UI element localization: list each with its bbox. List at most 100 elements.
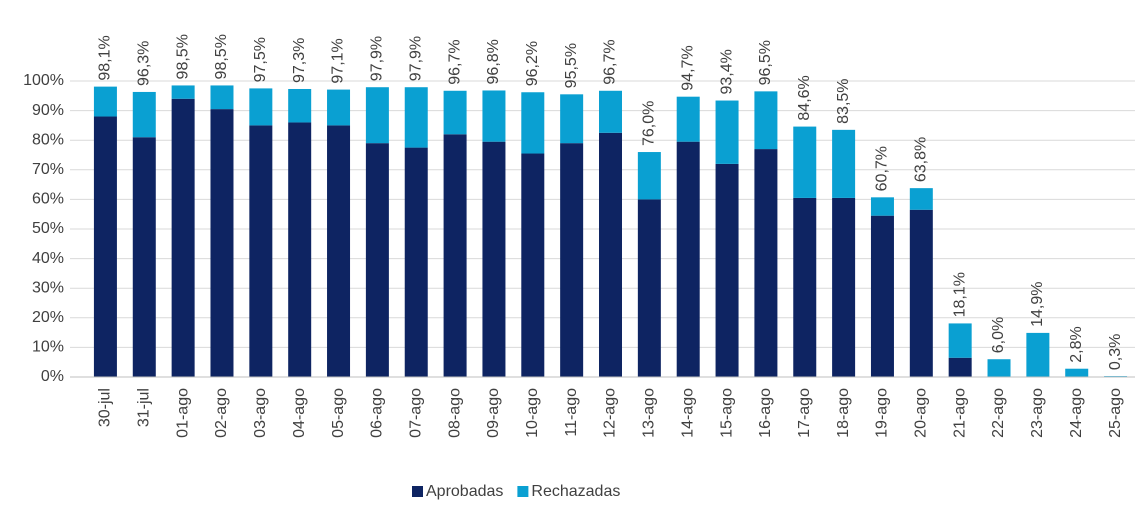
total-label: 97,1% — [330, 38, 347, 83]
x-tick-label: 24-ago — [1068, 388, 1085, 438]
bar-segment — [987, 359, 1011, 377]
total-label: 2,8% — [1068, 326, 1085, 362]
bar-segment — [793, 197, 817, 377]
bar-segment — [715, 163, 739, 377]
bar-segment — [948, 323, 972, 358]
total-label: 6,0% — [990, 317, 1007, 353]
bar-segment — [793, 126, 817, 198]
y-tick-label: 20% — [32, 309, 64, 326]
y-tick-label: 40% — [32, 250, 64, 267]
x-tick-label: 12-ago — [602, 388, 619, 438]
y-tick-label: 70% — [32, 161, 64, 178]
bar-segment — [599, 132, 622, 377]
bar-segment — [909, 209, 933, 377]
total-label: 18,1% — [951, 272, 968, 317]
bar-segment — [404, 87, 428, 148]
total-label: 96,2% — [524, 41, 541, 86]
bar-segment — [832, 197, 856, 377]
bar-segment — [1026, 332, 1050, 377]
x-tick-label: 10-ago — [524, 388, 541, 438]
bar-segment — [443, 90, 467, 135]
legend-swatch — [412, 486, 423, 497]
bar-segment — [560, 94, 584, 144]
bar-segment — [754, 91, 778, 150]
x-tick-label: 18-ago — [835, 388, 852, 438]
bar-segment — [832, 129, 856, 198]
x-tick-label: 22-ago — [990, 388, 1007, 438]
bar-segment — [288, 88, 312, 123]
bar-segment — [870, 197, 894, 216]
legend-label: Aprobadas — [426, 483, 503, 500]
x-tick-label: 31-jul — [135, 388, 152, 427]
total-label: 96,7% — [602, 39, 619, 84]
bar-segment — [210, 109, 234, 378]
x-tick-label: 23-ago — [1029, 388, 1046, 438]
total-label: 98,5% — [174, 34, 191, 79]
bar-segment — [715, 100, 739, 164]
bar-segment — [132, 137, 156, 377]
bar-segment — [521, 92, 545, 154]
bar-segment — [560, 143, 584, 377]
total-label: 96,8% — [485, 39, 502, 84]
x-tick-label: 19-ago — [874, 388, 891, 438]
total-label: 97,9% — [407, 36, 424, 81]
total-label: 84,6% — [796, 75, 813, 120]
x-tick-label: 25-ago — [1107, 388, 1124, 438]
total-label: 83,5% — [835, 78, 852, 123]
bar-segment — [482, 141, 506, 377]
x-tick-label: 13-ago — [641, 388, 658, 438]
bar-segment — [482, 90, 506, 142]
x-tick-label: 03-ago — [252, 388, 269, 438]
bar-segment — [249, 125, 273, 378]
y-tick-label: 10% — [32, 339, 64, 356]
bar-segment — [171, 98, 195, 377]
x-tick-label: 14-ago — [679, 388, 696, 438]
bar-segment — [404, 147, 428, 377]
x-tick-label: 05-ago — [330, 388, 347, 438]
y-tick-label: 80% — [32, 131, 64, 148]
total-label: 96,7% — [446, 39, 463, 84]
x-tick-label: 20-ago — [913, 388, 930, 438]
bar-segment — [365, 87, 389, 144]
bar-segment — [93, 86, 117, 117]
bar-segment — [93, 116, 117, 378]
total-label: 98,1% — [97, 35, 114, 80]
bar-segment — [249, 88, 273, 126]
bar-segment — [327, 89, 351, 126]
x-tick-label: 30-jul — [97, 388, 114, 427]
total-label: 98,5% — [213, 34, 230, 79]
x-tick-label: 09-ago — [485, 388, 502, 438]
total-label: 96,5% — [757, 40, 774, 85]
total-label: 14,9% — [1029, 282, 1046, 327]
total-label: 0,3% — [1107, 334, 1124, 370]
bar-segment — [599, 90, 622, 133]
total-label: 76,0% — [641, 101, 658, 146]
legend-swatch — [517, 486, 529, 497]
y-tick-label: 0% — [41, 368, 64, 385]
bar-segment — [909, 188, 933, 210]
legend-label: Rechazadas — [531, 483, 620, 500]
bar-segment — [365, 143, 389, 377]
bar-segment — [132, 91, 156, 138]
total-label: 94,7% — [679, 45, 696, 90]
y-tick-label: 60% — [32, 191, 64, 208]
bar-segment — [676, 141, 700, 377]
bar-segment — [637, 152, 661, 200]
total-label: 60,7% — [874, 146, 891, 191]
total-label: 97,3% — [291, 38, 308, 83]
x-tick-label: 11-ago — [563, 388, 580, 437]
total-label: 93,4% — [718, 49, 735, 94]
bar-segment — [948, 357, 972, 377]
bar-segment — [443, 134, 467, 377]
bar-segment — [637, 199, 661, 377]
bar-segment — [288, 122, 312, 377]
y-tick-label: 100% — [23, 72, 64, 89]
x-tick-label: 17-ago — [796, 388, 813, 438]
bar-segment — [521, 153, 545, 377]
bar-segment — [676, 96, 700, 142]
bar-segment — [171, 85, 195, 99]
x-tick-label: 04-ago — [291, 388, 308, 438]
x-tick-label: 15-ago — [718, 388, 735, 438]
total-label: 96,3% — [135, 41, 152, 86]
